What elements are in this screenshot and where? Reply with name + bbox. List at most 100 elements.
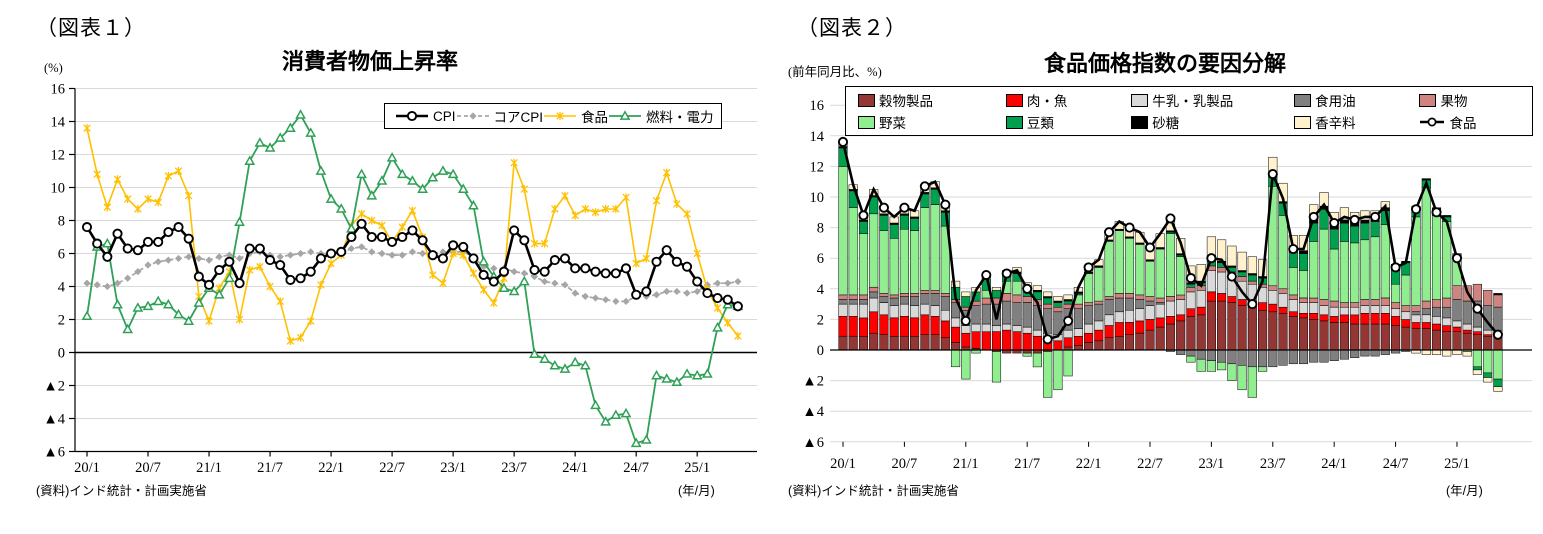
bar-segment-牛乳・乳製品 bbox=[1391, 308, 1401, 317]
bar-segment-肉・魚 bbox=[858, 317, 869, 337]
bar-segment-野菜 bbox=[1258, 366, 1268, 372]
bar-segment-肉・魚 bbox=[889, 317, 899, 337]
bar-segment-肉・魚 bbox=[910, 317, 920, 337]
marker-open-circle bbox=[234, 278, 245, 289]
bar-segment-肉・魚 bbox=[1032, 335, 1042, 351]
marker-asterisk bbox=[357, 210, 366, 218]
marker-asterisk bbox=[195, 292, 203, 301]
marker-diamond bbox=[205, 256, 213, 264]
marker-open-circle bbox=[1390, 262, 1401, 273]
legend-sample-食品 bbox=[1420, 117, 1445, 127]
bar-segment-穀物製品 bbox=[1421, 328, 1431, 351]
legend-item-穀物製品: 穀物製品 bbox=[858, 90, 1006, 110]
figure1-caption: （図表１） bbox=[36, 16, 146, 40]
bar-segment-牛乳・乳製品 bbox=[1063, 329, 1073, 339]
marker-open-triangle bbox=[142, 300, 154, 311]
legend-item-砂糖: 砂糖 bbox=[1131, 112, 1294, 132]
marker-open-circle bbox=[448, 240, 459, 251]
bar-segment-食用油 bbox=[1073, 308, 1083, 329]
marker-asterisk bbox=[327, 259, 335, 268]
bar-segment-食用油 bbox=[1206, 349, 1216, 361]
marker-asterisk bbox=[479, 286, 488, 294]
bar-segment-穀物製品 bbox=[1165, 323, 1176, 351]
bar-segment-豆類 bbox=[1298, 253, 1309, 271]
bar-segment-穀物製品 bbox=[940, 337, 950, 351]
bar-segment-牛乳・乳製品 bbox=[838, 303, 848, 317]
bar-segment-穀物製品 bbox=[1360, 323, 1370, 351]
marker-open-circle bbox=[132, 245, 143, 256]
marker-open-circle bbox=[275, 259, 286, 271]
marker-open-circle bbox=[214, 264, 225, 276]
marker-open-triangle bbox=[468, 199, 479, 210]
marker-diamond bbox=[713, 279, 722, 287]
marker-open-triangle bbox=[254, 137, 266, 147]
bar-segment-食用油 bbox=[1288, 349, 1298, 365]
marker-open-circle bbox=[519, 235, 530, 246]
bar-segment-肉・魚 bbox=[1206, 291, 1216, 302]
marker-open-circle bbox=[681, 261, 693, 272]
bar-segment-豆類 bbox=[1186, 283, 1196, 288]
bar-segment-穀物製品 bbox=[1309, 319, 1319, 351]
bar-segment-果物 bbox=[1217, 267, 1227, 273]
marker-open-circle bbox=[1042, 334, 1053, 345]
x-tick-label: 24/1 bbox=[562, 460, 588, 476]
marker-diamond bbox=[113, 279, 122, 287]
marker-open-circle bbox=[940, 199, 951, 210]
bar-segment-穀物製品 bbox=[1350, 323, 1360, 351]
x-tick-label: 23/1 bbox=[440, 460, 466, 476]
bar-segment-食用油 bbox=[1104, 299, 1114, 316]
bar-segment-果物 bbox=[1135, 294, 1145, 300]
marker-open-circle bbox=[142, 236, 154, 247]
bar-segment-牛乳・乳製品 bbox=[1022, 326, 1032, 334]
marker-diamond bbox=[673, 287, 681, 296]
marker-diamond bbox=[468, 112, 477, 120]
marker-open-circle bbox=[899, 202, 910, 213]
marker-diamond bbox=[195, 254, 203, 263]
bar-segment-果物 bbox=[1452, 285, 1462, 300]
marker-open-triangle bbox=[295, 109, 306, 119]
bar-segment-食用油 bbox=[1370, 349, 1380, 357]
marker-asterisk bbox=[164, 172, 173, 180]
marker-open-circle bbox=[406, 110, 418, 122]
bar-segment-豆類 bbox=[991, 290, 1002, 299]
marker-open-triangle bbox=[335, 203, 347, 213]
bar-segment-肉・魚 bbox=[1114, 322, 1124, 337]
bar-segment-肉・魚 bbox=[971, 331, 981, 349]
bar-segment-果物 bbox=[1186, 287, 1196, 293]
bar-segment-豆類 bbox=[910, 218, 920, 231]
bar-segment-野菜 bbox=[1421, 187, 1431, 302]
bar-segment-果物 bbox=[1124, 293, 1135, 299]
marker-open-circle bbox=[590, 266, 601, 277]
bar-segment-食用油 bbox=[1452, 299, 1462, 322]
bar-segment-砂糖 bbox=[1442, 215, 1452, 218]
bar-segment-豆類 bbox=[1483, 372, 1493, 378]
legend-item-肉・魚: 肉・魚 bbox=[1005, 90, 1131, 110]
bar-segment-肉・魚 bbox=[1094, 329, 1104, 342]
marker-open-circle bbox=[122, 243, 133, 254]
bar-segment-野菜 bbox=[1135, 244, 1145, 296]
legend-swatch-野菜 bbox=[858, 115, 875, 129]
bar-segment-穀物製品 bbox=[1258, 309, 1268, 351]
y-tick-label: 6 bbox=[58, 247, 65, 263]
bar-segment-食用油 bbox=[1135, 299, 1145, 309]
marker-asterisk bbox=[683, 210, 691, 218]
bar-segment-食用油 bbox=[1258, 349, 1268, 368]
bar-segment-野菜 bbox=[889, 238, 899, 296]
bar-segment-牛乳・乳製品 bbox=[1165, 300, 1176, 317]
legend-sample-食品 bbox=[544, 112, 577, 120]
bar-segment-牛乳・乳製品 bbox=[1298, 302, 1309, 314]
bar-segment-牛乳・乳製品 bbox=[1411, 314, 1421, 323]
bar-segment-食用油 bbox=[1227, 349, 1237, 365]
marker-open-triangle bbox=[518, 275, 530, 286]
bar-segment-果物 bbox=[940, 293, 950, 297]
marker-asterisk bbox=[540, 239, 549, 248]
bar-segment-牛乳・乳製品 bbox=[1012, 325, 1022, 332]
bar-segment-牛乳・乳製品 bbox=[1073, 328, 1083, 337]
marker-diamond bbox=[530, 273, 539, 281]
bar-segment-食用油 bbox=[1462, 300, 1472, 325]
legend-item-野菜: 野菜 bbox=[858, 112, 1006, 132]
bar-segment-牛乳・乳製品 bbox=[1309, 302, 1319, 314]
marker-open-circle bbox=[651, 256, 662, 267]
bar-segment-香辛料 bbox=[1298, 235, 1309, 251]
